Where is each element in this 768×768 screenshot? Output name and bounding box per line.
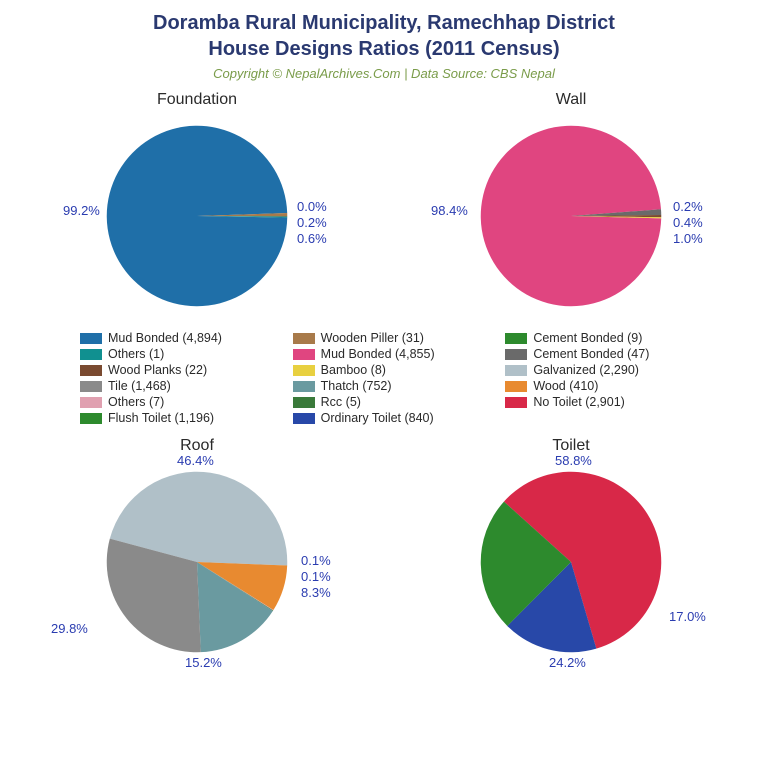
legend-label: Rcc (5) [321,395,361,409]
legend-item: Mud Bonded (4,894) [80,331,283,345]
pct-label: 98.4% [431,203,468,218]
legend-label: Thatch (752) [321,379,392,393]
legend-label: Galvanized (2,290) [533,363,639,377]
pct-label: 99.2% [63,203,100,218]
pct-label: 46.4% [177,453,214,468]
legend-item: Wooden Piller (31) [293,331,496,345]
legend-label: Mud Bonded (4,894) [108,331,222,345]
legend-label: Flush Toilet (1,196) [108,411,214,425]
legend-item: Cement Bonded (47) [505,347,708,361]
title-line2: House Designs Ratios (2011 Census) [208,38,559,60]
legend-swatch [293,397,315,408]
pie-wall: 98.4% 1.0%0.4%0.2% [421,111,721,321]
pie-toilet: 58.8%17.0%24.2% [421,457,721,667]
legend-swatch [80,365,102,376]
legend-item: Rcc (5) [293,395,496,409]
pie-roof: 46.4%8.3%0.1%0.1%15.2%29.8% [47,457,347,667]
legend-swatch [505,397,527,408]
legend-item: Thatch (752) [293,379,496,393]
legend-swatch [80,349,102,360]
pct-label: 0.2% [673,199,703,214]
pct-label: 8.3% [301,585,331,600]
charts-grid: Foundation 99.2%0.6%0.2%0.0% Wall 98.4%1… [10,89,758,667]
pct-label: 15.2% [185,655,222,670]
legend-label: Wood (410) [533,379,598,393]
legend-swatch [80,381,102,392]
subtitle: Copyright © NepalArchives.Com | Data Sou… [10,66,758,81]
chart-title-foundation: Foundation [157,91,237,109]
title-line1: Doramba Rural Municipality, Ramechhap Di… [153,12,615,34]
legend-label: Tile (1,468) [108,379,171,393]
legend-label: Wood Planks (22) [108,363,207,377]
legend-swatch [80,413,102,424]
legend-label: Others (1) [108,347,164,361]
legend-item: Tile (1,468) [80,379,283,393]
legend-item: Mud Bonded (4,855) [293,347,496,361]
legend-item: No Toilet (2,901) [505,395,708,409]
legend-label: No Toilet (2,901) [533,395,625,409]
pct-label: 0.4% [673,215,703,230]
legend-swatch [505,349,527,360]
legend-label: Ordinary Toilet (840) [321,411,434,425]
legend-label: Cement Bonded (47) [533,347,649,361]
legend: Mud Bonded (4,894) Wooden Piller (31) Ceme… [10,321,758,435]
legend-label: Cement Bonded (9) [533,331,642,345]
page-title: Doramba Rural Municipality, Ramechhap Di… [10,10,758,62]
legend-swatch [293,413,315,424]
legend-item: Bamboo (8) [293,363,496,377]
legend-item: Cement Bonded (9) [505,331,708,345]
legend-swatch [293,333,315,344]
pie-foundation: 99.2% 0.6%0.2%0.0% [47,111,347,321]
legend-item: Others (1) [80,347,283,361]
legend-swatch [293,381,315,392]
legend-item: Wood (410) [505,379,708,393]
legend-item: Flush Toilet (1,196) [80,411,283,425]
pct-label: 0.0% [297,199,327,214]
toilet-chart: Toilet 58.8%17.0%24.2% [384,435,758,667]
pct-label: 0.2% [297,215,327,230]
legend-label: Wooden Piller (31) [321,331,424,345]
legend-item: Galvanized (2,290) [505,363,708,377]
legend-swatch [505,381,527,392]
legend-label: Others (7) [108,395,164,409]
legend-swatch [505,365,527,376]
pct-label: 0.1% [301,569,331,584]
chart-title-wall: Wall [556,91,587,109]
pct-label: 29.8% [51,621,88,636]
legend-swatch [293,365,315,376]
legend-swatch [80,397,102,408]
legend-swatch [80,333,102,344]
legend-item: Ordinary Toilet (840) [293,411,496,425]
pct-label: 0.6% [297,231,327,246]
legend-swatch [505,333,527,344]
wall-chart: Wall 98.4% 1.0%0.4%0.2% [384,89,758,321]
legend-swatch [293,349,315,360]
legend-label: Bamboo (8) [321,363,386,377]
foundation-chart: Foundation 99.2% 0.6%0.2%0.0% [10,89,384,321]
pct-label: 0.1% [301,553,331,568]
pct-label: 24.2% [549,655,586,670]
pct-label: 17.0% [669,609,706,624]
pct-label: 1.0% [673,231,703,246]
legend-item: Wood Planks (22) [80,363,283,377]
legend-item: Others (7) [80,395,283,409]
roof-chart: Roof 46.4%8.3%0.1%0.1%15.2%29.8% [10,435,384,667]
pct-label: 58.8% [555,453,592,468]
legend-label: Mud Bonded (4,855) [321,347,435,361]
